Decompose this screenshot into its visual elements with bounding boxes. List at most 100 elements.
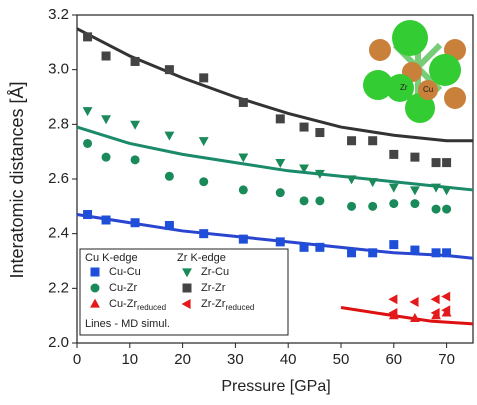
x-tick-label: 70	[438, 351, 455, 368]
md-line	[76, 213, 474, 260]
legend-name: Cu-Cu	[109, 266, 141, 278]
marker	[368, 201, 378, 211]
marker	[388, 294, 398, 305]
marker	[275, 237, 285, 247]
inset-label: Zr	[400, 83, 408, 92]
marker	[347, 201, 357, 211]
marker	[83, 210, 93, 220]
md-line	[76, 125, 474, 192]
marker	[431, 183, 441, 193]
marker	[164, 171, 174, 181]
y-tick-label: 2.2	[48, 279, 69, 296]
legend-name: Zr-Zr	[201, 298, 226, 310]
legend: Cu K-edge Zr K-edge Cu-Cu Cu-Zr Cu-Zrreduced…	[79, 248, 289, 336]
marker	[164, 220, 174, 230]
legend-header: Cu K-edge	[85, 252, 138, 264]
marker	[410, 199, 420, 209]
legend-subscript: reduced	[137, 303, 166, 312]
y-tick-label: 2.6	[48, 170, 69, 187]
marker	[441, 305, 451, 316]
marker	[101, 152, 111, 162]
y-tick-label: 3.0	[48, 61, 69, 78]
marker	[346, 175, 357, 185]
marker	[198, 137, 209, 147]
marker	[275, 188, 285, 198]
inset-structure: Zr Cu	[363, 20, 466, 123]
marker	[430, 294, 440, 305]
marker	[389, 240, 399, 250]
y-tick-label: 3.2	[48, 6, 69, 23]
md-line	[340, 305, 474, 326]
marker	[164, 65, 174, 75]
marker	[409, 186, 420, 196]
x-tick-label: 50	[333, 351, 350, 368]
marker	[315, 128, 325, 138]
marker	[101, 115, 111, 125]
marker	[238, 234, 248, 244]
marker	[315, 196, 325, 206]
x-tick-label: 30	[227, 351, 244, 368]
y-tick-label: 2.8	[48, 115, 69, 132]
marker	[409, 313, 420, 322]
legend-label: Cu-Cu	[109, 266, 141, 278]
legend-note: Lines - MD simul.	[85, 318, 170, 330]
marker	[430, 307, 440, 318]
marker	[442, 248, 452, 258]
marker	[431, 158, 441, 168]
marker	[199, 229, 209, 239]
marker	[431, 248, 441, 258]
marker	[90, 267, 100, 277]
marker	[441, 186, 452, 196]
marker	[388, 183, 399, 193]
marker	[368, 136, 378, 146]
md-line	[76, 27, 473, 143]
marker	[101, 51, 111, 61]
marker	[347, 248, 357, 258]
marker	[299, 122, 309, 132]
inset-label: Cu	[423, 85, 433, 94]
legend-subscript: reduced	[225, 303, 254, 312]
marker	[410, 245, 420, 255]
marker	[90, 298, 100, 308]
marker	[409, 297, 419, 307]
legend-label: Zr-Cu	[201, 266, 229, 278]
x-tick-label: 10	[121, 351, 138, 368]
marker	[90, 283, 100, 293]
marker	[182, 283, 192, 293]
marker	[238, 97, 248, 107]
marker	[199, 177, 209, 187]
marker	[83, 138, 93, 148]
marker	[82, 107, 93, 117]
legend-name: Zr-Cu	[201, 266, 229, 278]
marker	[164, 131, 175, 141]
legend-name: Zr-Zr	[201, 282, 226, 294]
y-tick-label: 2.4	[48, 225, 69, 242]
marker	[410, 152, 420, 162]
marker	[238, 185, 248, 195]
marker	[299, 196, 309, 206]
legend-label: Zr-Zrreduced	[201, 298, 254, 312]
legend-label: Cu-Zrreduced	[109, 298, 166, 312]
legend-label: Cu-Zr	[109, 282, 137, 294]
y-axis-label: Interatomic distances [Å]	[7, 81, 27, 278]
marker	[347, 136, 357, 146]
x-tick-label: 20	[174, 351, 191, 368]
marker	[130, 120, 141, 130]
marker	[130, 155, 140, 165]
marker	[442, 204, 452, 214]
marker	[182, 268, 192, 278]
marker	[367, 178, 378, 188]
marker	[314, 169, 325, 179]
marker	[388, 307, 398, 318]
marker	[181, 299, 191, 309]
y-tick-label: 2.0	[48, 334, 69, 351]
marker	[101, 215, 111, 225]
marker	[130, 218, 140, 228]
marker	[368, 248, 378, 258]
marker	[275, 159, 286, 168]
marker	[238, 153, 249, 163]
marker	[199, 73, 209, 83]
marker	[315, 242, 325, 252]
legend-header: Zr K-edge	[177, 252, 226, 264]
